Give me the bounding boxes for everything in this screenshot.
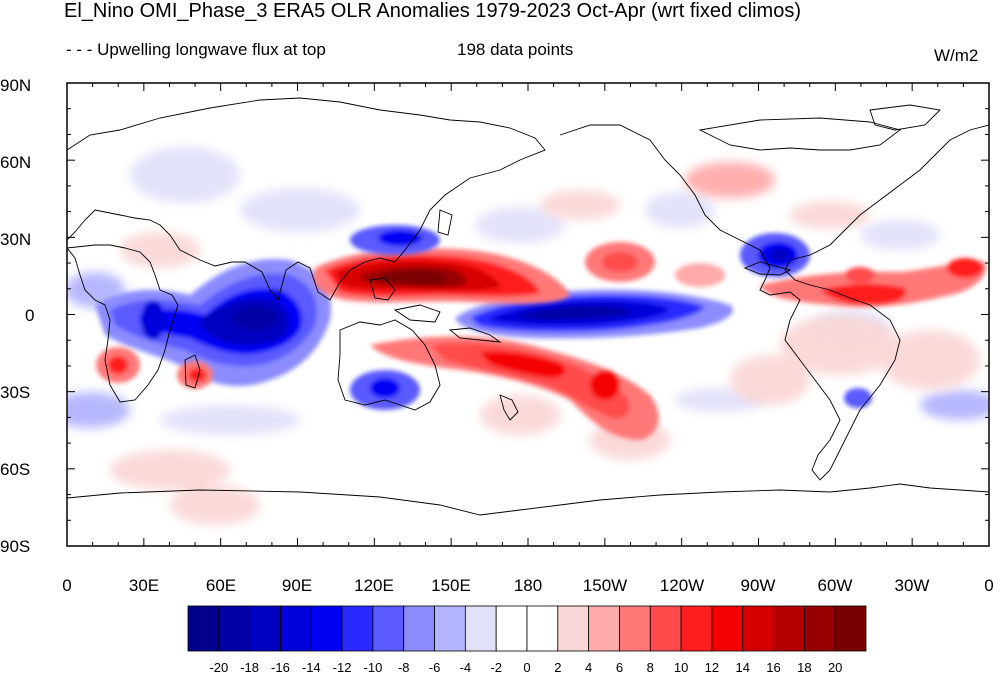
colorbar-swatch [649, 605, 682, 652]
lon-label-120w: 120W [659, 576, 705, 595]
colorbar-tick-label: 20 [827, 660, 843, 675]
colorbar-tick-label: -4 [459, 660, 472, 675]
units-label: W/m2 [934, 46, 979, 65]
colorbar-tick-label: 0 [523, 660, 531, 675]
colorbar-swatch [464, 605, 497, 652]
colorbar-tick-label: 10 [673, 660, 689, 675]
colorbar-tick-label: 14 [735, 660, 750, 675]
colorbar-swatch [526, 605, 559, 652]
colorbar-swatch [742, 605, 774, 652]
lat-label-90n: 90N [0, 76, 32, 95]
colorbar-tick-label: 12 [704, 660, 720, 675]
colorbar-swatch [187, 605, 220, 652]
colorbar-swatch [803, 605, 836, 652]
colorbar-tick-label: -6 [428, 660, 441, 675]
colorbar-swatch [773, 605, 805, 652]
map-title: El_Nino OMI_Phase_3 ERA5 OLR Anomalies 1… [64, 0, 801, 22]
colorbar-swatch [557, 605, 590, 652]
lon-label-30e: 30E [128, 576, 160, 595]
colorbar [187, 605, 867, 652]
lat-label-60n: 60N [0, 153, 32, 172]
lon-label-60e: 60E [205, 576, 237, 595]
colorbar-swatch [680, 605, 713, 652]
lon-label-0-east: 0 [984, 576, 994, 595]
colorbar-swatch [310, 605, 343, 652]
colorbar-swatch [403, 605, 435, 652]
lon-label-90w: 90W [740, 576, 776, 595]
lon-label-150e: 150E [431, 576, 471, 595]
lon-label-30w: 30W [894, 576, 930, 595]
lat-label-equator: 0 [25, 306, 35, 325]
colorbar-tick-label: 2 [554, 660, 562, 675]
lon-label-120e: 120E [354, 576, 394, 595]
colorbar-swatch [280, 605, 312, 652]
lon-label-180: 180 [513, 576, 543, 595]
colorbar-swatch [588, 605, 620, 652]
colorbar-swatch [218, 605, 251, 652]
colorbar-swatch [341, 605, 374, 652]
lat-label-60s: 60S [0, 460, 31, 479]
colorbar-tick-label: -16 [271, 660, 290, 675]
colorbar-swatch [711, 605, 744, 652]
colorbar-tick-label: -8 [397, 660, 410, 675]
lat-label-30n: 30N [0, 230, 32, 249]
colorbar-swatch [434, 605, 466, 652]
lon-label-60w: 60W [817, 576, 853, 595]
colorbar-tick-label: 16 [766, 660, 781, 675]
colorbar-tick-label: 4 [585, 660, 593, 675]
sample-count-label: 198 data points [457, 40, 574, 59]
lon-label-150w: 150W [582, 576, 628, 595]
colorbar-swatch [834, 605, 867, 652]
lon-label-90e: 90E [281, 576, 313, 595]
colorbar-swatch [495, 605, 528, 652]
colorbar-swatch [372, 605, 405, 652]
colorbar-tick-label: -10 [363, 660, 383, 675]
colorbar-tick-label: -20 [209, 660, 229, 675]
colorbar-swatch [249, 605, 281, 652]
lat-label-30s: 30S [0, 383, 31, 402]
axis-ticks [66, 82, 990, 547]
anomaly-field [67, 83, 989, 546]
colorbar-tick-label: -12 [332, 660, 352, 675]
colorbar-tick-label: 8 [646, 660, 654, 675]
colorbar-tick-label: -2 [490, 660, 502, 675]
colorbar-tick-label: 6 [615, 660, 624, 675]
colorbar-tick-label: 18 [797, 660, 812, 675]
lat-label-90s: 90S [0, 537, 31, 556]
variable-label: - - - Upwelling longwave flux at top [66, 40, 326, 59]
colorbar-swatch [619, 605, 651, 652]
colorbar-tick-label: -14 [301, 660, 321, 675]
lon-label-0: 0 [62, 576, 72, 595]
coastlines [67, 97, 989, 516]
colorbar-tick-label: -18 [240, 660, 260, 675]
